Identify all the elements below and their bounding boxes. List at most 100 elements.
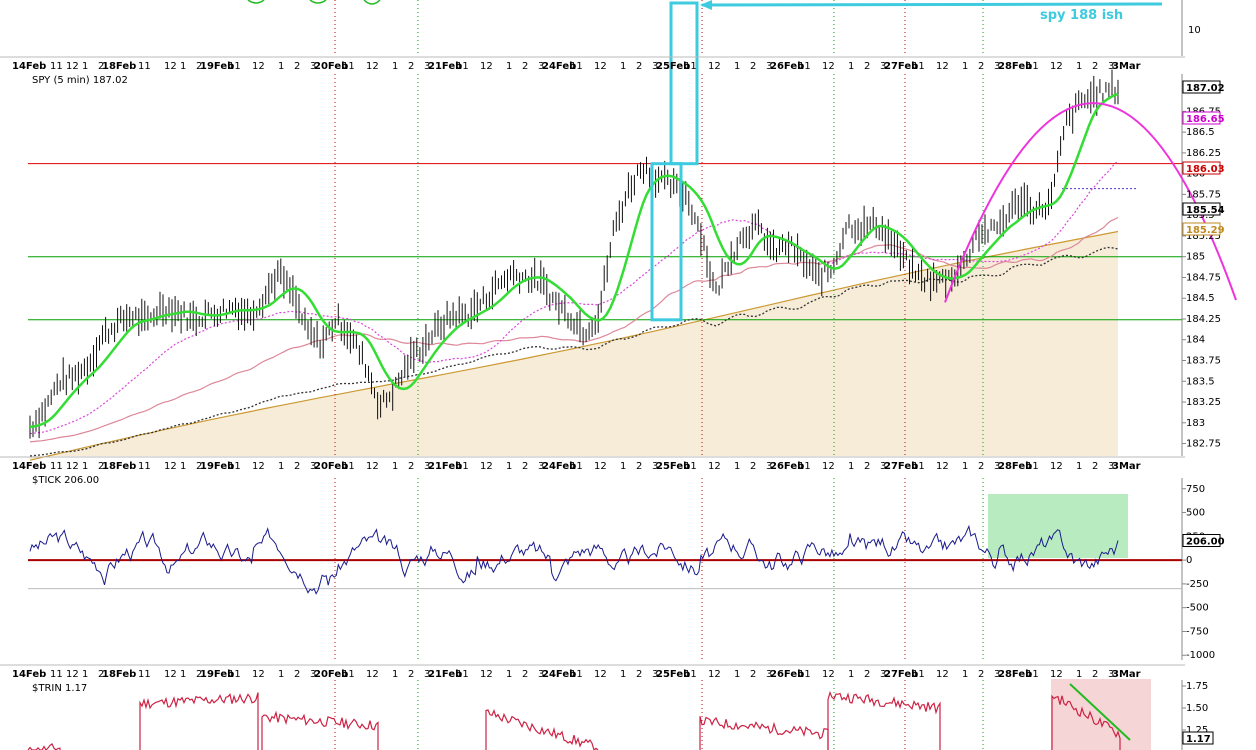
- x-tick-label: 2: [864, 61, 870, 72]
- x-tick-label: 12: [936, 669, 949, 680]
- x-tick-label: 11: [1026, 61, 1039, 72]
- price-label: 185.54: [1186, 205, 1225, 216]
- x-tick-label: 12: [164, 61, 177, 72]
- x-tick-label: 2: [1092, 461, 1098, 472]
- x-tick-label: 2: [1092, 669, 1098, 680]
- x-tick-label: 11: [684, 61, 697, 72]
- x-tick-label: 11: [342, 61, 355, 72]
- x-tick-label: 11: [228, 669, 241, 680]
- x-tick-label: 12: [164, 461, 177, 472]
- y-tick-label: 183: [1186, 418, 1205, 429]
- ma-green: [29, 92, 1119, 429]
- price-label: 186.03: [1186, 164, 1225, 175]
- price-label: 185.29: [1186, 225, 1225, 236]
- x-tick-label: 3: [310, 461, 316, 472]
- trin-last-value: 1.17: [1186, 734, 1211, 745]
- x-tick-label: 2: [408, 461, 414, 472]
- x-tick-label: 18Feb: [102, 61, 136, 72]
- x-tick-label: 3Mar: [1112, 61, 1141, 72]
- highlight-box: [650, 162, 683, 322]
- x-tick-label: 12: [480, 461, 493, 472]
- x-tick-label: 20Feb: [314, 461, 348, 472]
- x-tick-label: 11: [570, 461, 583, 472]
- y-tick-label: 1.50: [1186, 703, 1208, 714]
- x-tick-label: 19Feb: [200, 669, 234, 680]
- trin-last-box: [1182, 731, 1214, 745]
- x-tick-label: 12: [822, 669, 835, 680]
- x-tick-label: 12: [480, 669, 493, 680]
- y-tick-label: 185.75: [1186, 189, 1221, 200]
- x-tick-label: 11: [456, 461, 469, 472]
- x-tick-label: 28Feb: [998, 61, 1032, 72]
- x-tick-label: 1: [734, 669, 740, 680]
- arrow-head: [700, 0, 712, 10]
- y-tick-label: -500: [1186, 603, 1209, 614]
- x-tick-label: 1: [962, 461, 968, 472]
- x-tick-label: 11: [798, 669, 811, 680]
- x-tick-label: 1: [506, 669, 512, 680]
- x-tick-label: 3: [310, 669, 316, 680]
- price-panel-title: SPY (5 min) 187.02: [32, 75, 128, 86]
- y-tick-label: 185: [1186, 252, 1205, 263]
- x-tick-label: 3: [994, 61, 1000, 72]
- x-tick-label: 1: [82, 461, 88, 472]
- x-tick-label: 11: [138, 669, 151, 680]
- x-tick-label: 3: [538, 461, 544, 472]
- x-tick-label: 2: [408, 669, 414, 680]
- x-tick-label: 2: [522, 61, 528, 72]
- x-tick-label: 3: [880, 669, 886, 680]
- x-tick-label: 2: [636, 669, 642, 680]
- x-tick-label: 2: [864, 669, 870, 680]
- x-tick-label: 2: [864, 461, 870, 472]
- x-tick-label: 3: [652, 61, 658, 72]
- trin-line: [139, 692, 259, 750]
- x-tick-label: 12: [252, 61, 265, 72]
- x-tick-label: 1: [506, 61, 512, 72]
- y-tick-label: 750: [1186, 484, 1205, 495]
- x-tick-label: 21Feb: [428, 669, 462, 680]
- x-tick-label: 11: [138, 61, 151, 72]
- x-tick-label: 11: [456, 61, 469, 72]
- x-tick-label: 1: [392, 669, 398, 680]
- x-tick-label: 1: [392, 461, 398, 472]
- x-tick-label: 11: [798, 461, 811, 472]
- x-tick-label: 21Feb: [428, 61, 462, 72]
- x-tick-label: 3: [652, 461, 658, 472]
- x-tick-label: 26Feb: [770, 61, 804, 72]
- x-tick-label: 28Feb: [998, 669, 1032, 680]
- x-tick-label: 3: [424, 61, 430, 72]
- x-tick-label: 27Feb: [884, 669, 918, 680]
- y-tick-label: 184.5: [1186, 293, 1215, 304]
- x-tick-label: 11: [912, 461, 925, 472]
- x-tick-label: 1: [1076, 669, 1082, 680]
- x-tick-label: 2: [294, 669, 300, 680]
- x-tick-label: 12: [66, 461, 79, 472]
- x-tick-label: 1: [278, 61, 284, 72]
- top-panel: 10 spy 188 ish: [247, 0, 1201, 56]
- x-tick-label: 19Feb: [200, 61, 234, 72]
- x-tick-label: 1: [82, 669, 88, 680]
- x-tick-label: 11: [1026, 669, 1039, 680]
- x-tick-label: 2: [196, 61, 202, 72]
- x-tick-label: 2: [750, 669, 756, 680]
- long-ma-line: [29, 230, 1119, 461]
- price-label-box: [1182, 161, 1221, 175]
- x-tick-label: 2: [196, 461, 202, 472]
- y-tick-label: 182.75: [1186, 439, 1221, 450]
- x-tick-label: 3: [994, 669, 1000, 680]
- x-tick-label: 21Feb: [428, 461, 462, 472]
- x-tick-label: 25Feb: [656, 669, 690, 680]
- tick-last-box: [1182, 534, 1221, 548]
- x-tick-label: 24Feb: [542, 61, 576, 72]
- x-tick-label: 12: [366, 61, 379, 72]
- x-tick-label: 25Feb: [656, 461, 690, 472]
- y-tick-label: 185.5: [1186, 210, 1215, 221]
- x-tick-label: 1: [506, 461, 512, 472]
- x-tick-label: 12: [66, 669, 79, 680]
- x-tick-label: 20Feb: [314, 61, 348, 72]
- x-tick-label: 12: [936, 461, 949, 472]
- y-tick-label: 186.25: [1186, 148, 1221, 159]
- trin-line: [261, 710, 379, 750]
- x-tick-label: 2: [408, 61, 414, 72]
- tick-panel-title: $TICK 206.00: [32, 475, 99, 486]
